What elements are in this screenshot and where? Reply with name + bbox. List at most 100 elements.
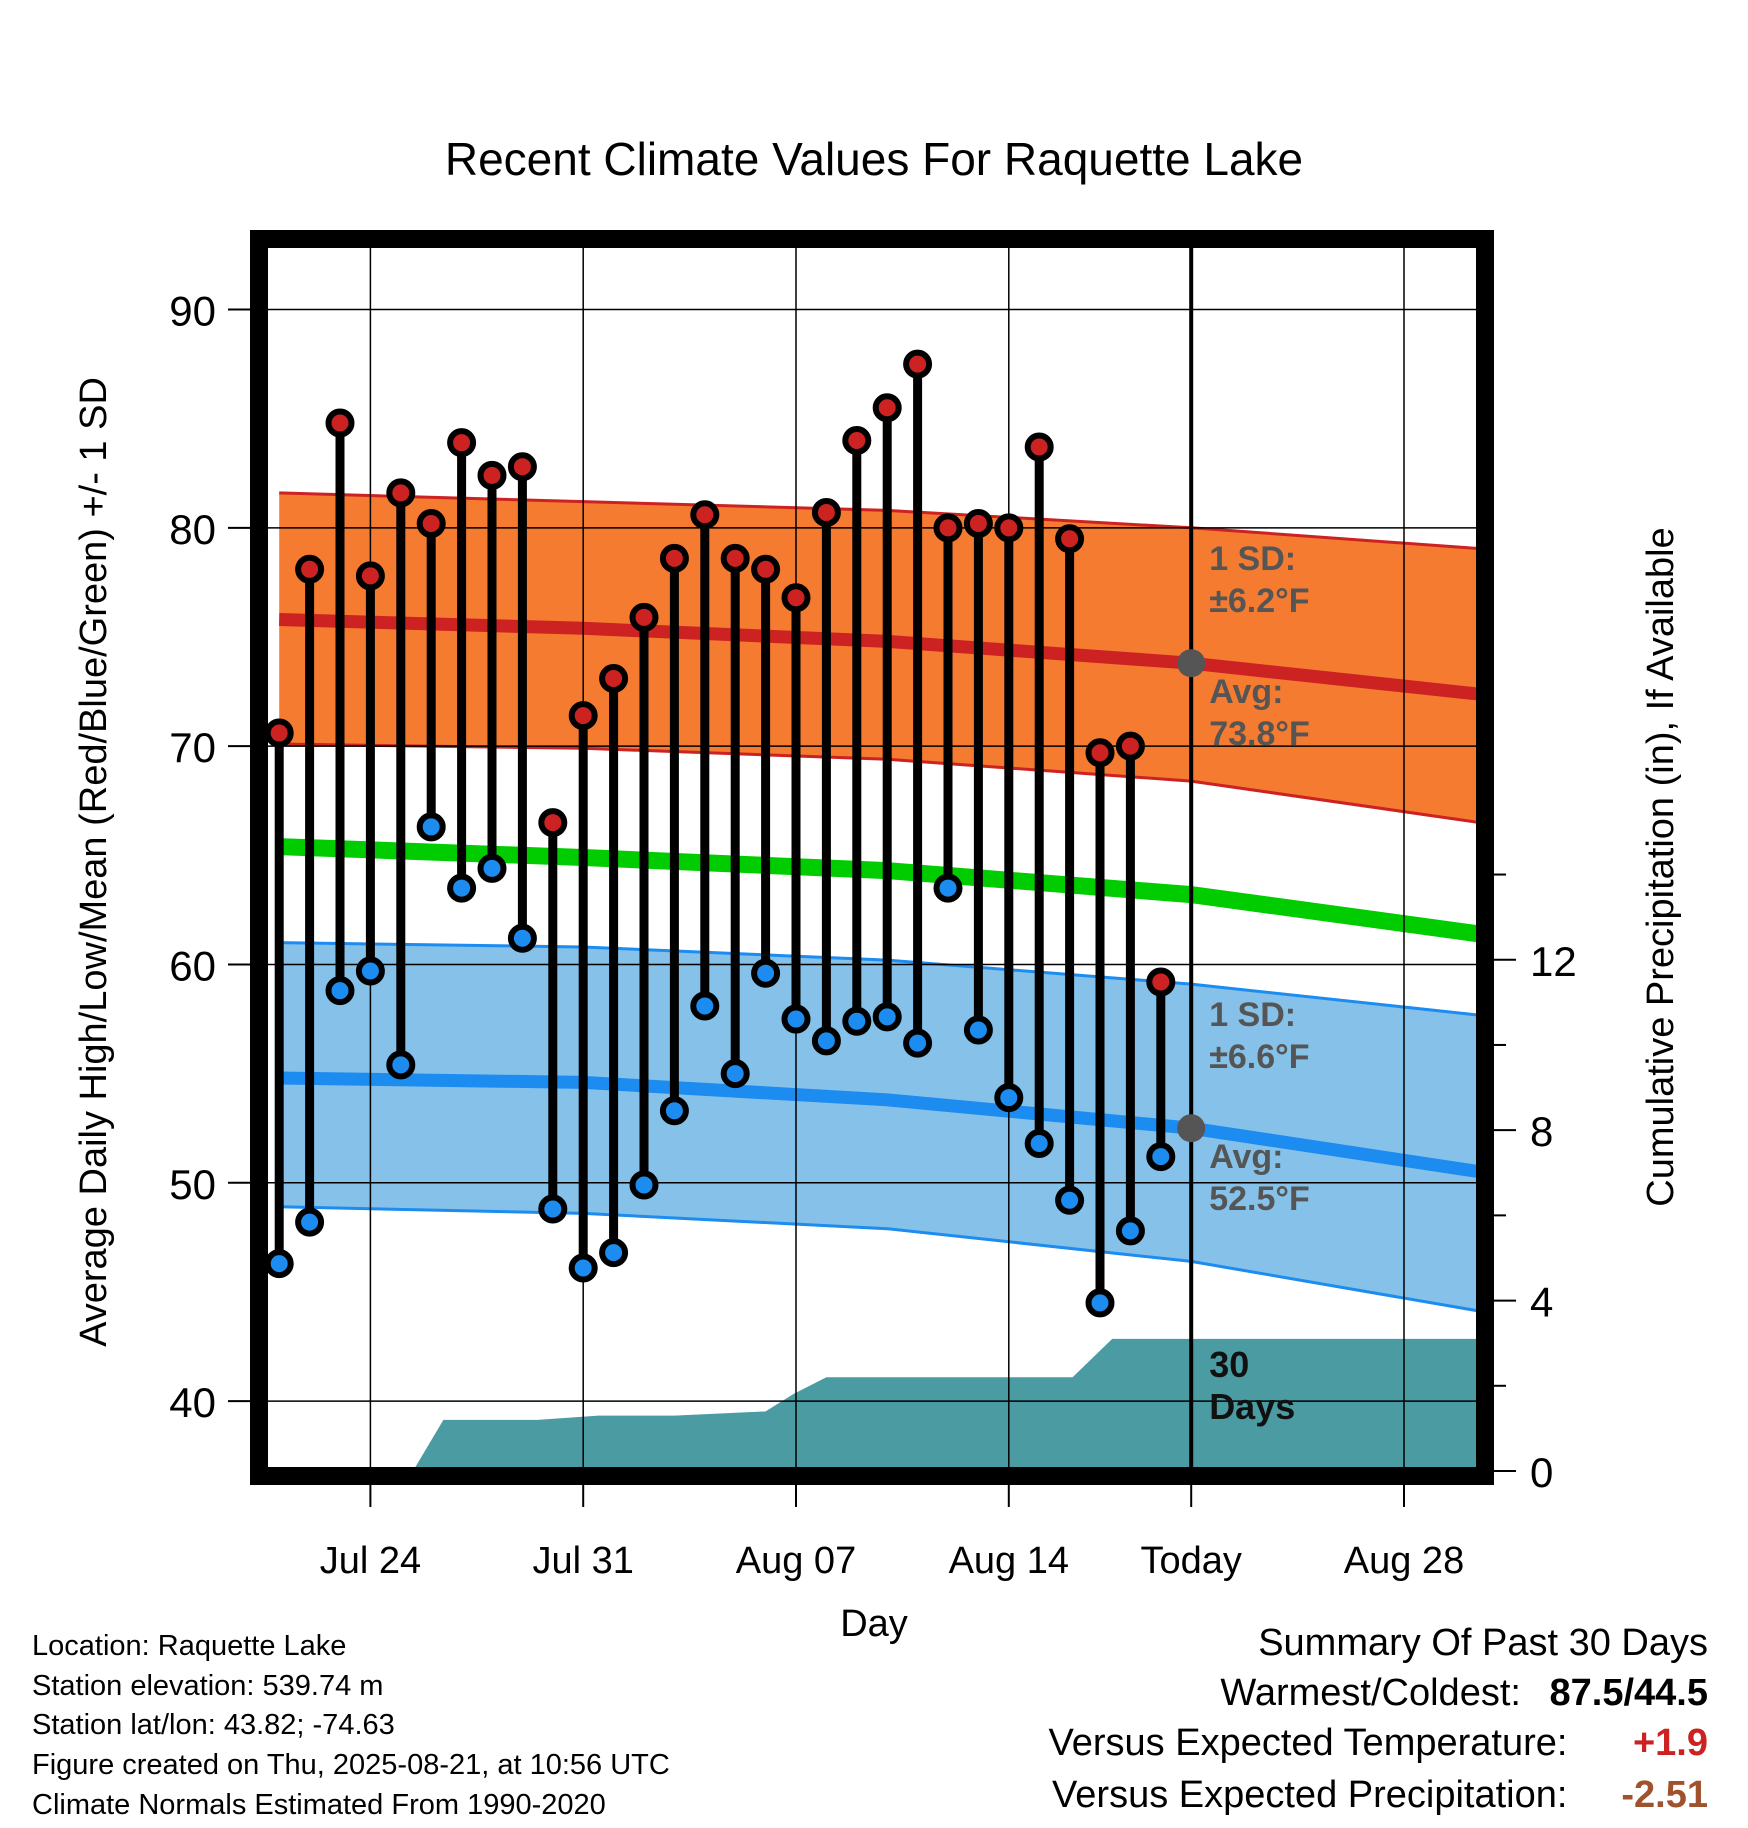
low-point bbox=[1024, 1129, 1054, 1159]
low-point bbox=[447, 873, 477, 903]
low-point bbox=[1115, 1216, 1145, 1246]
high-point bbox=[1085, 738, 1115, 768]
y2-tick-label: 4 bbox=[1530, 1279, 1553, 1326]
low-point bbox=[325, 976, 355, 1006]
high-point bbox=[416, 508, 446, 538]
y-tick-label: 90 bbox=[169, 287, 216, 334]
low-point bbox=[477, 853, 507, 883]
low-point bbox=[1146, 1142, 1176, 1172]
low-point bbox=[751, 958, 781, 988]
low-point bbox=[720, 1059, 750, 1089]
plot-area: 1 SD: ±6.2°F Avg: 73.8°F 1 SD: ±6.6°F Avg: 52.5… bbox=[169, 230, 1577, 1582]
high-point bbox=[1146, 967, 1176, 997]
high-point bbox=[903, 349, 933, 379]
chart-title: Recent Climate Values For Raquette Lake bbox=[445, 133, 1303, 185]
y2-axis-label: Cumulative Precipitation (in), If Availa… bbox=[1640, 527, 1682, 1206]
x-tick-label: Today bbox=[1140, 1540, 1241, 1582]
low-point bbox=[811, 1026, 841, 1056]
high-point bbox=[295, 554, 325, 584]
x-tick-label: Aug 14 bbox=[949, 1540, 1069, 1582]
y-tick-label: 60 bbox=[169, 942, 216, 989]
summary-warm-cold: Warmest/Coldest: 87.5/44.5 bbox=[1220, 1672, 1708, 1715]
high-point bbox=[872, 393, 902, 423]
low-point bbox=[1085, 1288, 1115, 1318]
low-point bbox=[690, 991, 720, 1021]
precip-label: Versus Expected Precipitation: bbox=[1052, 1774, 1568, 1816]
temp-label: Versus Expected Temperature: bbox=[1048, 1722, 1568, 1764]
high-avg-label: Avg: bbox=[1209, 673, 1283, 711]
warm-cold-value: 87.5/44.5 bbox=[1549, 1672, 1708, 1714]
high-sd-label: 1 SD: bbox=[1209, 540, 1296, 578]
high-point bbox=[538, 808, 568, 838]
y-tick-label: 70 bbox=[169, 724, 216, 771]
high-point bbox=[963, 508, 993, 538]
precip-value: -2.51 bbox=[1621, 1774, 1708, 1816]
low-sd-label: 1 SD: bbox=[1209, 996, 1296, 1034]
high-point bbox=[1055, 524, 1085, 554]
high-point bbox=[842, 425, 872, 455]
today-high-marker bbox=[1177, 649, 1206, 678]
today-low-marker bbox=[1177, 1114, 1206, 1143]
high-point bbox=[811, 498, 841, 528]
low-point bbox=[629, 1170, 659, 1200]
low-point bbox=[781, 1004, 811, 1034]
high-point bbox=[781, 583, 811, 613]
high-sd-value: ±6.2°F bbox=[1209, 582, 1309, 620]
high-point bbox=[629, 602, 659, 632]
low-sd-value: ±6.6°F bbox=[1209, 1038, 1309, 1076]
low-point bbox=[994, 1083, 1024, 1113]
warm-cold-label: Warmest/Coldest: bbox=[1220, 1672, 1521, 1714]
y2-tick-label: 8 bbox=[1530, 1108, 1553, 1155]
high-point bbox=[477, 460, 507, 490]
x-tick-label: Jul 31 bbox=[532, 1540, 633, 1582]
low-point bbox=[386, 1050, 416, 1080]
high-point bbox=[933, 513, 963, 543]
x-tick-label: Aug 07 bbox=[736, 1540, 856, 1582]
y-tick-label: 50 bbox=[169, 1161, 216, 1208]
high-point bbox=[264, 718, 294, 748]
created-info: Figure created on Thu, 2025-08-21, at 10… bbox=[32, 1749, 670, 1781]
low-point bbox=[568, 1253, 598, 1283]
high-point bbox=[1024, 432, 1054, 462]
high-avg-value: 73.8°F bbox=[1209, 715, 1310, 753]
low-point bbox=[872, 1002, 902, 1032]
x-axis-label: Day bbox=[840, 1603, 908, 1645]
normals-info: Climate Normals Estimated From 1990-2020 bbox=[32, 1789, 606, 1821]
high-point bbox=[599, 663, 629, 693]
high-point bbox=[507, 452, 537, 482]
low-point bbox=[416, 812, 446, 842]
low-point bbox=[933, 873, 963, 903]
low-point bbox=[903, 1028, 933, 1058]
high-point bbox=[355, 561, 385, 591]
high-point bbox=[325, 408, 355, 438]
low-point bbox=[295, 1207, 325, 1237]
y2-tick-label: 0 bbox=[1530, 1449, 1553, 1496]
x-tick-label: Aug 28 bbox=[1344, 1540, 1464, 1582]
high-point bbox=[994, 513, 1024, 543]
elevation-info: Station elevation: 539.74 m bbox=[32, 1670, 384, 1702]
low-point bbox=[1055, 1185, 1085, 1215]
low-point bbox=[599, 1238, 629, 1268]
high-point bbox=[690, 500, 720, 530]
latlon-info: Station lat/lon: 43.82; -74.63 bbox=[32, 1709, 395, 1741]
temp-value: +1.9 bbox=[1632, 1722, 1708, 1764]
low-avg-label: Avg: bbox=[1209, 1138, 1283, 1176]
location-info: Location: Raquette Lake bbox=[32, 1630, 347, 1662]
y-axis-label: Average Daily High/Low/Mean (Red/Blue/Gr… bbox=[73, 377, 115, 1347]
low-point bbox=[842, 1006, 872, 1036]
low-avg-value: 52.5°F bbox=[1209, 1180, 1310, 1218]
high-point bbox=[568, 701, 598, 731]
window-label-days: Days bbox=[1209, 1386, 1295, 1427]
high-point bbox=[751, 554, 781, 584]
summary-temp: Versus Expected Temperature: +1.9 bbox=[1049, 1722, 1708, 1765]
low-mean-line bbox=[279, 1071, 1480, 1179]
x-tick-label: Jul 24 bbox=[320, 1540, 421, 1582]
high-point bbox=[720, 543, 750, 573]
high-point bbox=[1115, 731, 1145, 761]
summary-title: Summary Of Past 30 Days bbox=[1258, 1622, 1708, 1664]
low-point bbox=[538, 1194, 568, 1224]
high-point bbox=[659, 543, 689, 573]
plot-frame bbox=[250, 230, 1494, 1485]
high-point bbox=[447, 428, 477, 458]
